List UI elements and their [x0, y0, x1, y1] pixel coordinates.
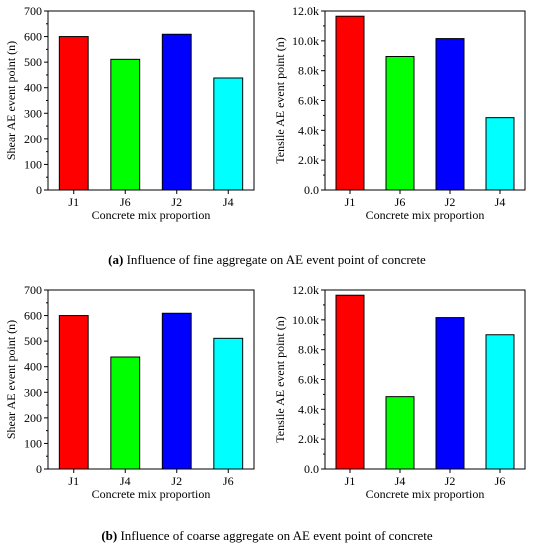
x-tick-label-j4: J4	[223, 195, 234, 209]
y-tick-label: 4.0k	[298, 123, 319, 137]
x-tick-label-j2: J2	[445, 474, 456, 488]
chart-a-tensile: 0.0 2.0k 4.0k 6.0k 8.0k 10.0k 12.0k J1 J6 J2 J4 Con…	[267, 0, 534, 228]
bar-j1	[58, 315, 89, 470]
caption-b: (b) Influence of coarse aggregate on AE …	[0, 528, 534, 544]
x-axis-title: Concrete mix proportion	[92, 208, 211, 222]
x-tick-label-j1: J1	[345, 474, 356, 488]
y-tick-label: 400	[24, 360, 42, 374]
y-tick-label: 0	[36, 183, 42, 197]
bar-j6	[110, 58, 141, 191]
x-tick-label-j6: J6	[223, 474, 234, 488]
y-axis-title: Shear AE event point (n)	[4, 320, 18, 439]
y-tick-label: 500	[24, 334, 42, 348]
y-tick-label: 300	[24, 385, 42, 399]
y-tick-label: 400	[24, 81, 42, 95]
y-tick-label: 600	[24, 30, 42, 44]
bar-j4	[385, 396, 415, 470]
x-tick-label-j6: J6	[395, 195, 406, 209]
bar-j6	[385, 55, 415, 191]
y-tick-label: 100	[24, 436, 42, 450]
x-tick-label-j2: J2	[171, 195, 182, 209]
y-tick-label: 10.0k	[292, 313, 319, 327]
x-tick-label-j2: J2	[171, 474, 182, 488]
chart-b-tensile: 0.0 2.0k 4.0k 6.0k 8.0k 10.0k 12.0k J1 J4 J2 J6 Con…	[267, 279, 534, 507]
bar-j1	[335, 294, 365, 470]
caption-a-text: Influence of fine aggregate on AE event …	[123, 252, 426, 267]
y-tick-label: 2.0k	[298, 432, 319, 446]
x-axis-title: Concrete mix proportion	[366, 208, 485, 222]
y-tick-label: 8.0k	[298, 343, 319, 357]
x-tick-label-j1: J1	[68, 474, 79, 488]
chart-a-shear: 0 100 200 300 400 500 600 700 J1 J6 J2 J4 Concrete m…	[0, 0, 267, 228]
y-tick-label: 6.0k	[298, 373, 319, 387]
y-tick-label: 600	[24, 309, 42, 323]
y-tick-label: 8.0k	[298, 64, 319, 78]
x-tick-label-j4: J4	[495, 195, 506, 209]
y-tick-label: 0.0	[304, 183, 319, 197]
y-tick-label: 4.0k	[298, 402, 319, 416]
y-tick-label: 12.0k	[292, 4, 319, 18]
x-tick-label-j1: J1	[68, 195, 79, 209]
x-tick-label-j4: J4	[395, 474, 406, 488]
bar-j1	[335, 15, 365, 191]
y-tick-label: 200	[24, 411, 42, 425]
caption-a: (a) Influence of fine aggregate on AE ev…	[0, 252, 534, 268]
y-tick-label: 10.0k	[292, 34, 319, 48]
chart-a-tensile-svg: 0.0 2.0k 4.0k 6.0k 8.0k 10.0k 12.0k J1 J6 J2 J4 Con…	[273, 4, 526, 222]
y-tick-label: 700	[24, 283, 42, 297]
y-tick-label: 300	[24, 106, 42, 120]
x-tick-label-j1: J1	[345, 195, 356, 209]
y-axis-title: Tensile AE event point (n)	[273, 316, 287, 442]
chart-b-shear: 0 100 200 300 400 500 600 700 J1 J4 J2 J6 Concrete m…	[0, 279, 267, 507]
bar-j6	[213, 337, 244, 470]
caption-b-text: Influence of coarse aggregate on AE even…	[117, 528, 433, 543]
y-tick-label: 6.0k	[298, 94, 319, 108]
y-tick-label: 200	[24, 132, 42, 146]
y-tick-label: 700	[24, 4, 42, 18]
x-axis-title: Concrete mix proportion	[92, 487, 211, 501]
y-axis-title: Shear AE event point (n)	[4, 41, 18, 160]
bar-j2	[435, 38, 465, 191]
caption-b-letter: (b)	[101, 528, 118, 543]
bar-j4	[485, 117, 515, 191]
bar-j4	[213, 77, 244, 191]
x-tick-label-j4: J4	[120, 474, 131, 488]
x-axis-title: Concrete mix proportion	[366, 487, 485, 501]
bar-j6	[485, 334, 515, 470]
bar-j4	[110, 356, 141, 470]
y-tick-label: 100	[24, 157, 42, 171]
x-tick-label-j2: J2	[445, 195, 456, 209]
bar-j2	[161, 33, 192, 191]
x-tick-label-j6: J6	[495, 474, 506, 488]
y-tick-label: 12.0k	[292, 283, 319, 297]
bar-j1	[58, 36, 89, 191]
chart-a-shear-svg: 0 100 200 300 400 500 600 700 J1 J6 J2 J4 Concrete m…	[4, 4, 255, 222]
x-tick-label-j6: J6	[120, 195, 131, 209]
y-tick-label: 0	[36, 462, 42, 476]
caption-a-letter: (a)	[108, 252, 124, 267]
y-tick-label: 500	[24, 55, 42, 69]
y-tick-label: 0.0	[304, 462, 319, 476]
y-axis-title: Tensile AE event point (n)	[273, 37, 287, 163]
y-tick-label: 2.0k	[298, 153, 319, 167]
chart-b-tensile-svg: 0.0 2.0k 4.0k 6.0k 8.0k 10.0k 12.0k J1 J4 J2 J6 Con…	[273, 283, 526, 501]
chart-b-shear-svg: 0 100 200 300 400 500 600 700 J1 J4 J2 J6 Concrete m…	[4, 283, 255, 501]
bar-j2	[161, 312, 192, 470]
bar-j2	[435, 317, 465, 470]
